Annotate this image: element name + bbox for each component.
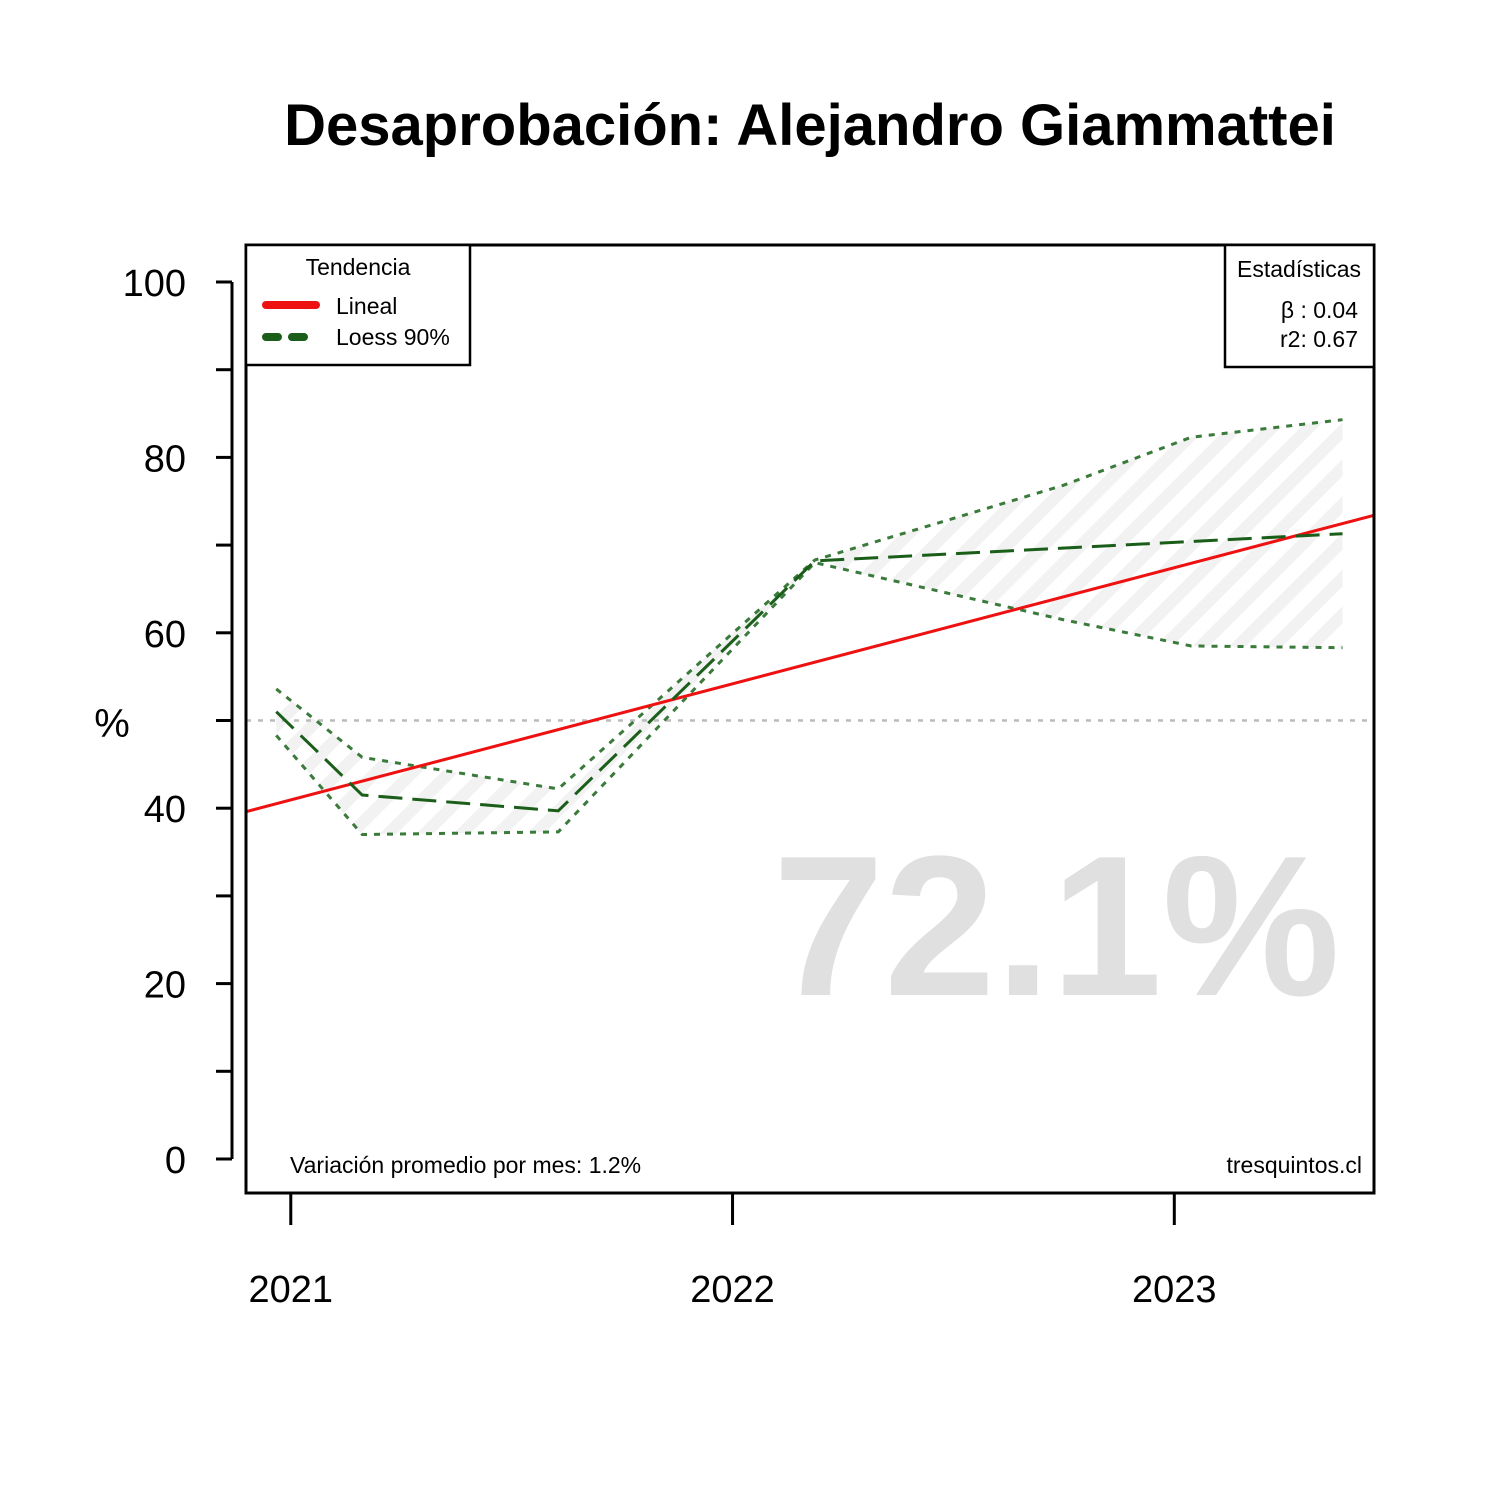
legend-box [244,243,472,367]
y-axis-label: % [94,702,130,746]
watermark-value: 72.1% [773,815,1340,1038]
y-tick-label: 100 [123,263,186,305]
x-tick-label: 2021 [249,1269,334,1311]
stats-r2: r2: 0.67 [1280,326,1358,352]
series-line-loess [275,532,1343,813]
y-tick-label: 80 [144,438,186,480]
legend: Tendencia Lineal Loess 90% [244,243,472,367]
confidence-band [276,419,1343,835]
stats-title: Estadísticas [1237,256,1361,282]
legend-title: Tendencia [306,254,411,280]
y-tick-label: 40 [144,789,186,831]
footer-source: tresquintos.cl [1226,1152,1362,1178]
stats-box-frame [1223,243,1376,369]
chart-title: Desaprobación: Alejandro Giammattei [284,93,1336,158]
x-tick-label: 2022 [690,1269,775,1311]
band-lower-line [275,560,1343,837]
y-tick-label: 60 [144,614,186,656]
y-tick-label: 20 [144,965,186,1007]
x-tick-label: 2023 [1132,1269,1217,1311]
series-line-lineal [245,513,1375,814]
x-axis: 2021 2022 2023 [249,1193,1217,1311]
stats-beta: β : 0.04 [1281,297,1358,323]
legend-label-lineal: Lineal [336,293,397,319]
y-axis: 0 20 40 60 80 100 [123,263,234,1182]
band-upper-line [275,418,1343,791]
plot-area [245,418,1375,837]
stats-box: Estadísticas β : 0.04 r2: 0.67 [1223,243,1376,369]
y-tick-label: 0 [165,1140,186,1182]
legend-label-loess: Loess 90% [336,324,450,350]
plot-frame [244,243,1376,1195]
footer-monthly-variation: Variación promedio por mes: 1.2% [290,1152,641,1178]
